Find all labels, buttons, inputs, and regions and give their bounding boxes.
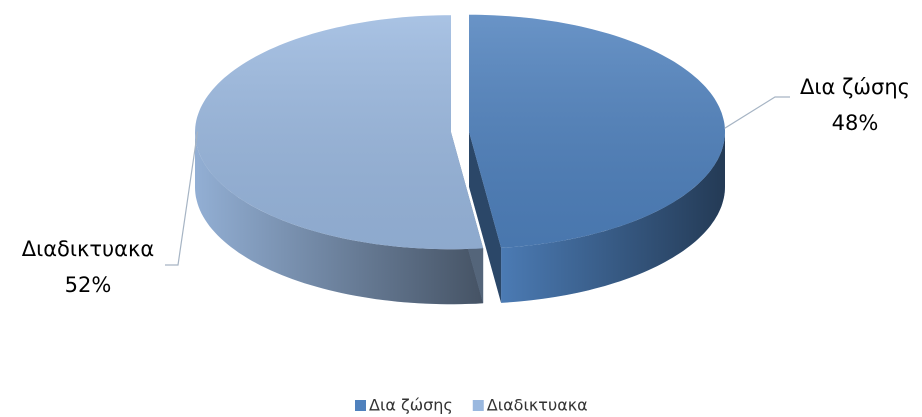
data-label-name: Δια ζώσης — [800, 75, 910, 99]
legend-swatch — [355, 400, 366, 411]
leader-line — [165, 131, 199, 266]
slice-face — [469, 131, 502, 303]
data-label-value: 48% — [832, 111, 879, 135]
slice-side-shade — [501, 131, 725, 303]
legend-label: Διαδικτυακα — [487, 396, 588, 415]
legend-label: Δια ζώσης — [369, 396, 453, 415]
legend: Δια ζώσης Διαδικτυακα — [355, 396, 588, 415]
legend-swatch — [472, 400, 484, 411]
data-label-value: 52% — [65, 273, 112, 297]
slice-gloss — [469, 14, 725, 248]
data-label-name: Διαδικτυακα — [22, 237, 155, 261]
slice-side-shade — [195, 132, 484, 305]
slice-gloss — [195, 15, 484, 250]
slice-face-shade — [469, 131, 502, 303]
leader-line — [724, 96, 790, 129]
